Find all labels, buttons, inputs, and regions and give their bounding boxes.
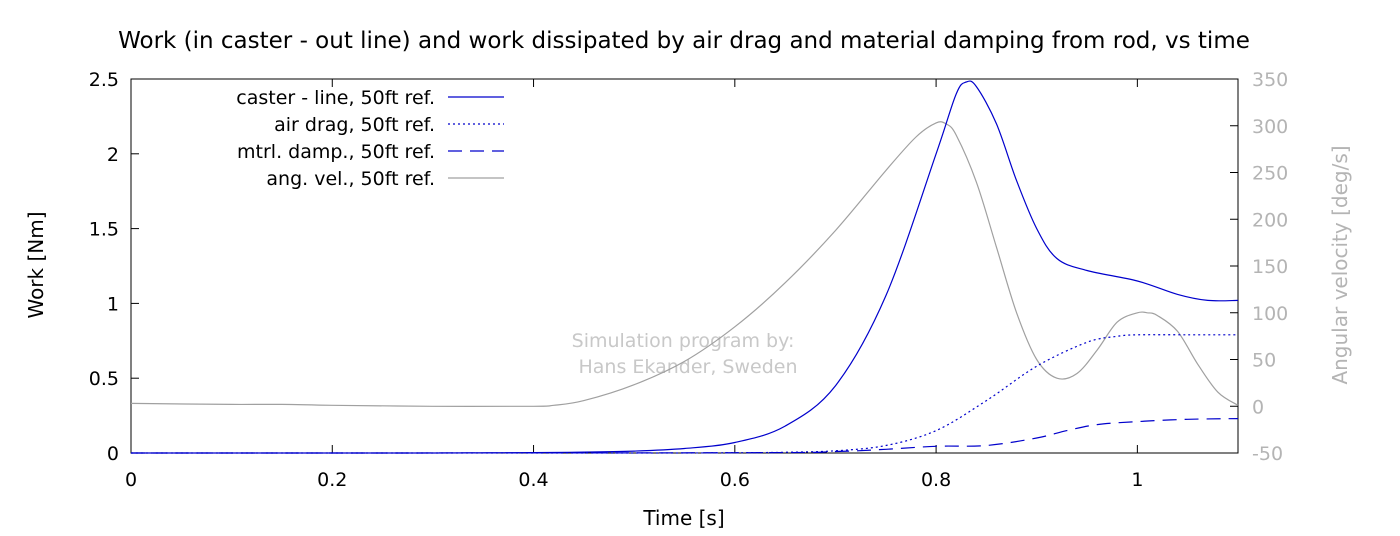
x-axis: 0 0.2 0.4 0.6 0.8 1 bbox=[125, 79, 1143, 491]
series-line-0 bbox=[131, 80, 1239, 454]
y-tick-label: 0.5 bbox=[89, 368, 119, 390]
legend-label-2: mtrl. damp., 50ft ref. bbox=[237, 141, 435, 163]
y-tick-label: 2.5 bbox=[89, 69, 119, 91]
series-line-3 bbox=[130, 121, 1239, 407]
watermark-line-1: Simulation program by: bbox=[572, 330, 795, 352]
y-axis-label: Work [Nm] bbox=[24, 211, 48, 318]
y-tick-label: 1.5 bbox=[89, 219, 119, 241]
y2-tick-label: 350 bbox=[1252, 69, 1288, 91]
x-tick-label: 0.2 bbox=[317, 469, 347, 491]
x-tick-label: 0.4 bbox=[518, 469, 548, 491]
y2-tick-label: 300 bbox=[1252, 116, 1288, 138]
y-tick-label: 1 bbox=[107, 293, 119, 315]
y-tick-label: 2 bbox=[107, 144, 119, 166]
legend: caster - line, 50ft ref. air drag, 50ft r… bbox=[236, 87, 504, 190]
y-tick-label: 0 bbox=[107, 443, 119, 465]
series-layer bbox=[130, 80, 1239, 454]
x-tick-label: 0.6 bbox=[720, 469, 750, 491]
y2-axis-label: Angular velocity [deg/s] bbox=[1328, 145, 1352, 384]
y2-tick-label: 0 bbox=[1252, 396, 1264, 418]
legend-label-0: caster - line, 50ft ref. bbox=[236, 87, 435, 109]
y2-tick-label: 200 bbox=[1252, 209, 1288, 231]
legend-label-3: ang. vel., 50ft ref. bbox=[266, 168, 435, 190]
series-line-2 bbox=[130, 418, 1239, 454]
y2-tick-label: 250 bbox=[1252, 163, 1288, 185]
legend-label-1: air drag, 50ft ref. bbox=[274, 114, 435, 136]
y2-tick-label: -50 bbox=[1252, 443, 1283, 465]
chart-title: Work (in caster - out line) and work dis… bbox=[118, 28, 1250, 54]
x-tick-label: 0.8 bbox=[921, 469, 951, 491]
y2-tick-label: 50 bbox=[1252, 350, 1276, 372]
x-tick-label: 0 bbox=[125, 469, 137, 491]
series-line-1 bbox=[131, 334, 1238, 454]
y-axis-right: -50 0 50 100 150 200 250 300 350 bbox=[1230, 69, 1288, 465]
watermark-annotation: Simulation program by: Hans Ekander, Swed… bbox=[572, 330, 798, 378]
x-tick-label: 1 bbox=[1131, 469, 1143, 491]
y2-tick-label: 150 bbox=[1252, 256, 1288, 278]
x-axis-label: Time [s] bbox=[642, 506, 724, 530]
y-axis-left: 0 0.5 1 1.5 2 2.5 bbox=[89, 69, 139, 465]
watermark-line-2: Hans Ekander, Sweden bbox=[579, 356, 798, 378]
y2-tick-label: 100 bbox=[1252, 303, 1288, 325]
